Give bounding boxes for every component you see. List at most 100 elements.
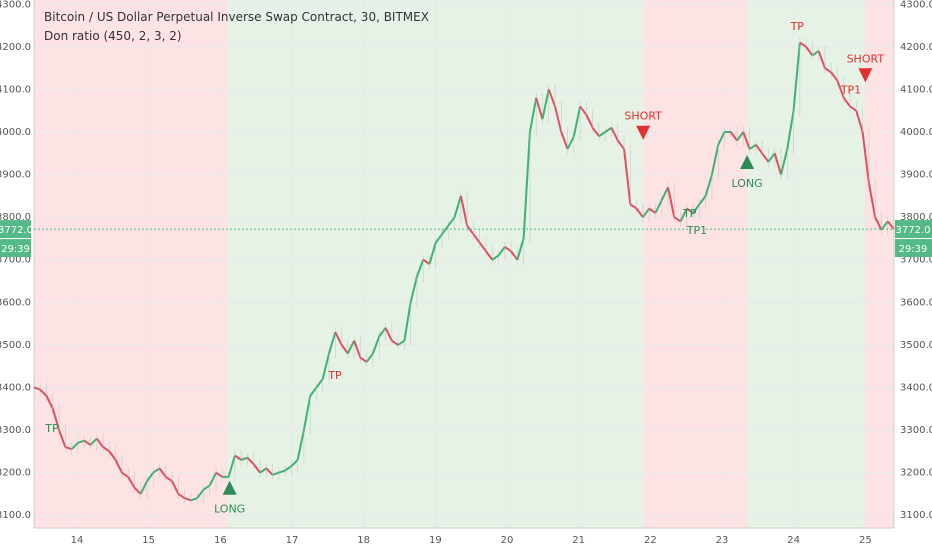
price-seg-130 bbox=[842, 97, 851, 108]
price-seg-86 bbox=[566, 135, 575, 150]
price-seg-75 bbox=[497, 246, 506, 257]
price-seg-126 bbox=[817, 50, 826, 69]
y-tick-left-3: 3400.0 bbox=[0, 382, 31, 393]
annotation-8: SHORT bbox=[847, 52, 885, 65]
price-seg-84 bbox=[554, 106, 563, 133]
price-seg-6 bbox=[65, 446, 72, 451]
price-seg-68 bbox=[453, 195, 462, 218]
price-seg-92 bbox=[604, 126, 613, 133]
price-seg-69 bbox=[459, 195, 469, 226]
price-seg-13 bbox=[108, 450, 117, 461]
price-tag-left bbox=[0, 220, 31, 239]
price-seg-36 bbox=[252, 463, 261, 474]
price-seg-107 bbox=[698, 195, 707, 205]
price-seg-67 bbox=[447, 216, 456, 227]
price-seg-115 bbox=[749, 143, 757, 150]
price-seg-24 bbox=[177, 493, 186, 500]
y-tick-left-4: 3500.0 bbox=[0, 340, 31, 351]
price-seg-136 bbox=[880, 220, 889, 231]
price-seg-23 bbox=[171, 480, 180, 495]
annotation-5: TP1 bbox=[686, 224, 707, 237]
price-seg-15 bbox=[121, 471, 129, 478]
price-seg-88 bbox=[579, 105, 588, 116]
y-tick-left-7: 3800.0 bbox=[0, 212, 31, 223]
price-seg-97 bbox=[635, 208, 644, 218]
countdown-label-right: 29:39 bbox=[899, 244, 928, 255]
x-tick-4: 18 bbox=[357, 535, 370, 546]
y-tick-left-8: 3900.0 bbox=[0, 170, 31, 181]
price-seg-32 bbox=[227, 455, 236, 478]
price-seg-64 bbox=[428, 242, 437, 265]
price-seg-128 bbox=[830, 71, 839, 82]
price-seg-104 bbox=[679, 208, 688, 222]
price-seg-101 bbox=[660, 186, 669, 201]
price-seg-70 bbox=[466, 225, 475, 235]
price-seg-119 bbox=[773, 153, 782, 175]
legend: Bitcoin / US Dollar Perpetual Inverse Sw… bbox=[44, 8, 429, 46]
price-seg-123 bbox=[799, 41, 807, 48]
price-seg-129 bbox=[836, 80, 845, 99]
annotation-9: TP1 bbox=[840, 84, 861, 97]
price-seg-53 bbox=[359, 356, 368, 363]
price-seg-4 bbox=[51, 408, 61, 431]
indicator-label: Don ratio (450, 2, 3, 2) bbox=[44, 29, 182, 43]
price-seg-76 bbox=[504, 246, 512, 253]
annotation-1: LONG bbox=[214, 503, 245, 516]
x-tick-5: 19 bbox=[429, 535, 442, 546]
y-tick-left-5: 3600.0 bbox=[0, 297, 31, 308]
price-seg-49 bbox=[334, 331, 343, 346]
y-tick-left-1: 3200.0 bbox=[0, 468, 31, 479]
price-seg-17 bbox=[133, 486, 142, 495]
price-seg-100 bbox=[654, 199, 663, 214]
price-seg-35 bbox=[246, 457, 255, 465]
price-seg-28 bbox=[202, 484, 211, 491]
price-seg-18 bbox=[139, 480, 148, 495]
price-seg-77 bbox=[510, 250, 519, 261]
short-marker-3 bbox=[636, 125, 651, 140]
price-seg-10 bbox=[89, 437, 98, 446]
price-seg-33 bbox=[234, 454, 242, 461]
price-seg-72 bbox=[478, 242, 487, 252]
price-seg-47 bbox=[321, 353, 331, 380]
countdown-tag-left bbox=[0, 239, 31, 258]
price-seg-16 bbox=[127, 476, 136, 489]
annotation-0: TP bbox=[44, 422, 59, 435]
price-seg-117 bbox=[761, 152, 770, 163]
y-tick-left-11: 4200.0 bbox=[0, 42, 31, 53]
price-seg-71 bbox=[472, 233, 481, 244]
countdown-label-left: 29:39 bbox=[1, 244, 30, 255]
x-tick-0: 14 bbox=[71, 535, 84, 546]
price-seg-5 bbox=[58, 429, 67, 448]
price-label-left: 3772.0 bbox=[0, 225, 33, 236]
price-seg-74 bbox=[491, 254, 500, 261]
price-seg-122 bbox=[792, 42, 801, 111]
price-seg-11 bbox=[95, 437, 104, 448]
price-seg-9 bbox=[83, 439, 92, 446]
price-seg-90 bbox=[591, 127, 600, 137]
y-tick-left-12: 4300.0 bbox=[0, 0, 31, 10]
price-seg-106 bbox=[692, 203, 701, 214]
annotation-3: SHORT bbox=[624, 110, 662, 123]
price-seg-29 bbox=[208, 472, 217, 486]
price-seg-135 bbox=[874, 216, 883, 231]
price-seg-63 bbox=[422, 258, 431, 265]
chart-title: Bitcoin / US Dollar Perpetual Inverse Sw… bbox=[44, 10, 429, 24]
price-seg-41 bbox=[284, 465, 292, 472]
x-tick-11: 25 bbox=[859, 535, 872, 546]
price-seg-42 bbox=[290, 459, 299, 467]
price-seg-85 bbox=[560, 131, 569, 150]
price-seg-19 bbox=[146, 472, 155, 482]
price-seg-98 bbox=[642, 208, 650, 218]
y-tick-right-7: 3800.0 bbox=[900, 212, 932, 223]
price-seg-1 bbox=[33, 386, 41, 391]
price-seg-95 bbox=[623, 148, 632, 205]
x-tick-7: 21 bbox=[572, 535, 585, 546]
price-seg-114 bbox=[742, 131, 751, 150]
long-marker-1 bbox=[222, 480, 237, 495]
price-seg-131 bbox=[849, 105, 857, 112]
y-tick-right-9: 4000.0 bbox=[900, 127, 932, 138]
y-tick-left-9: 4000.0 bbox=[0, 127, 31, 138]
price-seg-39 bbox=[272, 471, 280, 476]
